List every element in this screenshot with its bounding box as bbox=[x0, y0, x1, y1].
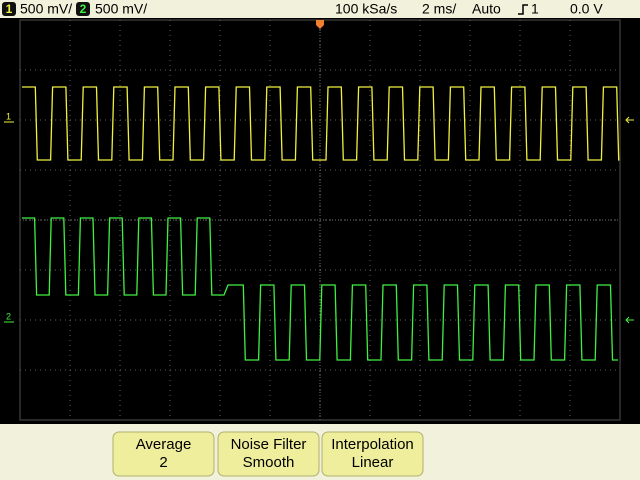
trigger-source: 1 bbox=[531, 1, 539, 17]
softkey-label: Noise Filter bbox=[231, 436, 307, 453]
ch1-trigger-arrow bbox=[625, 116, 634, 124]
softkey-label: Interpolation bbox=[331, 436, 414, 453]
trigger-position-marker bbox=[316, 20, 324, 29]
softkey[interactable] bbox=[321, 431, 424, 477]
ch2-waveform bbox=[22, 217, 618, 361]
softkey-value: Linear bbox=[352, 454, 394, 471]
trigger-level: 0.0 V bbox=[570, 1, 603, 17]
ch2-scale: 500 mV/ bbox=[95, 1, 147, 17]
sample-rate: 100 kSa/s bbox=[335, 1, 397, 17]
ch1-badge bbox=[2, 2, 16, 16]
ch2-arrow bbox=[625, 316, 634, 324]
ch1-waveform bbox=[22, 86, 620, 161]
ch2-ground-marker: 2 bbox=[6, 311, 11, 321]
time-scale: 2 ms/ bbox=[422, 1, 456, 17]
softkey-value: 2 bbox=[159, 454, 167, 471]
softkey[interactable] bbox=[217, 431, 320, 477]
waveforms bbox=[22, 86, 620, 361]
softkey-value: Smooth bbox=[243, 454, 295, 471]
ch1-scale: 500 mV/ bbox=[20, 1, 72, 17]
softkey[interactable] bbox=[112, 431, 215, 477]
ch1-number: 1 bbox=[6, 2, 13, 16]
trigger-mode: Auto bbox=[472, 1, 501, 17]
trigger-edge-icon bbox=[518, 4, 528, 15]
ch1-ground-marker: 1 bbox=[6, 111, 11, 121]
status-bar bbox=[0, 0, 640, 18]
ch2-badge bbox=[76, 2, 90, 16]
softkey-label: Average bbox=[136, 436, 192, 453]
ch2-number: 2 bbox=[80, 2, 87, 16]
softkey-bar bbox=[0, 424, 640, 480]
